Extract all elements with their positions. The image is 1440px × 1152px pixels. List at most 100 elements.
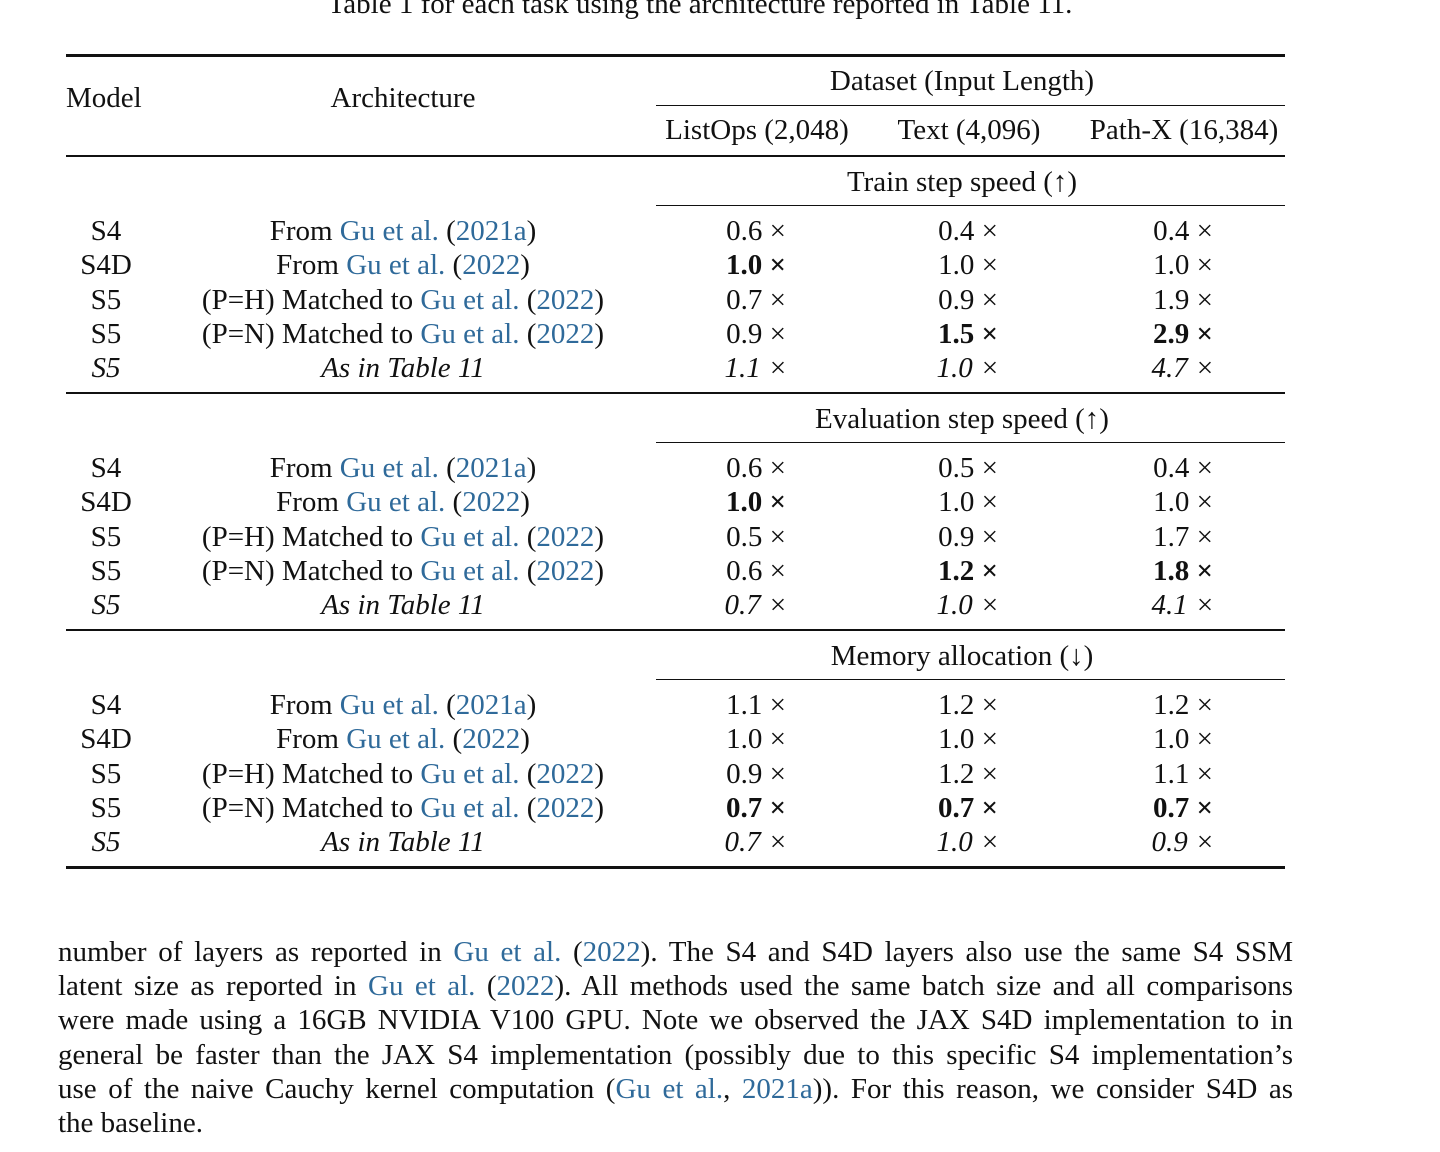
listops-value: 0.5 × bbox=[726, 520, 786, 553]
pathx-value: 1.0 × bbox=[1153, 486, 1213, 519]
architecture-text: (P=H) Matched to bbox=[201, 757, 421, 790]
bottom-rule bbox=[66, 866, 1285, 869]
architecture-cell: From Gu et al. (2021a) bbox=[270, 217, 537, 246]
citation-author-link[interactable]: Gu et al. bbox=[420, 283, 520, 316]
header-model: Model bbox=[66, 82, 142, 114]
paren-open: ( bbox=[519, 554, 537, 587]
paren-open: ( bbox=[519, 757, 537, 790]
citation-author-link[interactable]: Gu et al. bbox=[420, 791, 520, 824]
citation-link[interactable]: 2022 bbox=[496, 970, 555, 1003]
citation-author-link[interactable]: Gu et al. bbox=[420, 554, 520, 587]
citation-author-link[interactable]: Gu et al. bbox=[420, 757, 520, 790]
model-cell: S5 bbox=[90, 791, 122, 824]
citation-year-link[interactable]: 2022 bbox=[462, 486, 521, 519]
paren-close: ) bbox=[526, 215, 537, 247]
paren-close: ) bbox=[520, 723, 530, 756]
architecture-cell: (P=H) Matched to Gu et al. (2022) bbox=[202, 520, 605, 553]
paragraph-text: use of the naive Cauchy kernel computati… bbox=[58, 1072, 616, 1105]
citation-link[interactable]: Gu et al. bbox=[368, 970, 476, 1003]
citation-link[interactable]: 2021a bbox=[741, 1072, 813, 1105]
listops-value: 0.9 × bbox=[726, 757, 786, 790]
architecture-cell: (P=N) Matched to Gu et al. (2022) bbox=[201, 554, 604, 587]
listops-value: 1.1 × bbox=[726, 689, 786, 721]
section-title: Evaluation step speed (↑) bbox=[815, 403, 1109, 435]
model-cell: S4 bbox=[90, 215, 122, 247]
citation-year-link[interactable]: 2022 bbox=[536, 757, 595, 790]
listops-value: 0.6 × bbox=[726, 215, 786, 247]
citation-author-link[interactable]: Gu et al. bbox=[339, 215, 439, 247]
citation-year-link[interactable]: 2022 bbox=[536, 283, 595, 316]
paren-close: ) bbox=[594, 317, 605, 350]
paragraph-line: general be faster than the JAX S4 implem… bbox=[58, 1040, 1293, 1070]
listops-value: 1.0 × bbox=[725, 486, 787, 519]
citation-author-link[interactable]: Gu et al. bbox=[339, 689, 439, 721]
pathx-value: 1.9 × bbox=[1153, 283, 1213, 316]
text-value: 1.0 × bbox=[936, 826, 1000, 859]
paragraph-text: ( bbox=[475, 970, 497, 1003]
listops-value: 0.6 × bbox=[726, 452, 786, 484]
text-value: 1.0 × bbox=[936, 589, 1000, 622]
architecture-text: From bbox=[269, 689, 340, 721]
architecture-text: (P=N) Matched to bbox=[201, 791, 421, 824]
architecture-text: (P=N) Matched to bbox=[201, 554, 421, 587]
section-divider bbox=[66, 629, 1285, 631]
citation-year-link[interactable]: 2022 bbox=[462, 723, 521, 756]
header-architecture: Architecture bbox=[330, 82, 476, 114]
text-value: 1.0 × bbox=[936, 352, 1000, 385]
citation-author-link[interactable]: Gu et al. bbox=[420, 520, 520, 553]
paren-close: ) bbox=[594, 520, 605, 553]
text-value: 1.5 × bbox=[937, 317, 999, 350]
paren-close: ) bbox=[520, 249, 530, 282]
header-dataset-group: Dataset (Input Length) bbox=[829, 65, 1095, 97]
paragraph-text: ). All methods used the same batch size … bbox=[554, 970, 1293, 1003]
citation-year-link[interactable]: 2022 bbox=[536, 791, 595, 824]
citation-year-link[interactable]: 2022 bbox=[462, 249, 521, 282]
pathx-value: 0.4 × bbox=[1153, 215, 1213, 247]
text-value: 1.0 × bbox=[938, 486, 998, 519]
citation-year-link[interactable]: 2021a bbox=[455, 452, 527, 484]
listops-value: 0.9 × bbox=[726, 317, 786, 350]
citation-year-link[interactable]: 2022 bbox=[536, 554, 595, 587]
text-value: 1.2 × bbox=[938, 689, 998, 721]
model-cell: S5 bbox=[90, 317, 122, 350]
text-value: 0.5 × bbox=[938, 452, 998, 484]
citation-year-link[interactable]: 2021a bbox=[455, 215, 527, 247]
paragraph-line: latent size as reported in Gu et al. (20… bbox=[58, 972, 1293, 1001]
citation-year-link[interactable]: 2021a bbox=[455, 689, 527, 721]
architecture-text: (P=N) Matched to bbox=[201, 317, 421, 350]
pathx-value: 1.8 × bbox=[1152, 554, 1214, 587]
citation-year-link[interactable]: 2022 bbox=[536, 317, 595, 350]
paren-open: ( bbox=[445, 249, 463, 282]
listops-value: 1.0 × bbox=[726, 723, 786, 756]
architecture-cell: As in Table 11 bbox=[321, 828, 485, 857]
citation-link[interactable]: Gu et al. bbox=[453, 936, 562, 968]
citation-link[interactable]: Gu et al. bbox=[615, 1072, 724, 1105]
paragraph-text: , bbox=[723, 1072, 742, 1105]
architecture-text: (P=H) Matched to bbox=[201, 283, 421, 316]
citation-author-link[interactable]: Gu et al. bbox=[346, 723, 446, 756]
citation-author-link[interactable]: Gu et al. bbox=[420, 317, 520, 350]
model-cell: S5 bbox=[90, 554, 122, 587]
citation-author-link[interactable]: Gu et al. bbox=[346, 486, 446, 519]
listops-value: 0.7 × bbox=[726, 283, 786, 316]
citation-link[interactable]: 2022 bbox=[582, 936, 641, 968]
paren-open: ( bbox=[519, 317, 537, 350]
citation-author-link[interactable]: Gu et al. bbox=[339, 452, 439, 484]
model-cell: S5 bbox=[90, 520, 122, 553]
paren-open: ( bbox=[519, 283, 537, 316]
paragraph-line: use of the naive Cauchy kernel computati… bbox=[58, 1072, 1293, 1105]
paren-close: ) bbox=[594, 283, 605, 316]
architecture-cell: (P=N) Matched to Gu et al. (2022) bbox=[201, 791, 604, 824]
paragraph-text: latent size as reported in bbox=[58, 970, 368, 1003]
section-title-rule bbox=[656, 442, 1285, 444]
model-cell: S4 bbox=[90, 689, 122, 721]
architecture-text: As in Table 11 bbox=[321, 826, 485, 859]
paragraph-text: ). The S4 and S4D layers also use the sa… bbox=[640, 936, 1293, 968]
citation-author-link[interactable]: Gu et al. bbox=[346, 249, 446, 282]
citation-year-link[interactable]: 2022 bbox=[536, 520, 595, 553]
architecture-cell: (P=H) Matched to Gu et al. (2022) bbox=[201, 283, 605, 316]
pathx-value: 0.9 × bbox=[1151, 826, 1215, 859]
section-title-rule bbox=[656, 205, 1285, 207]
pathx-value: 4.1 × bbox=[1151, 589, 1215, 622]
listops-value: 1.1 × bbox=[724, 352, 788, 385]
